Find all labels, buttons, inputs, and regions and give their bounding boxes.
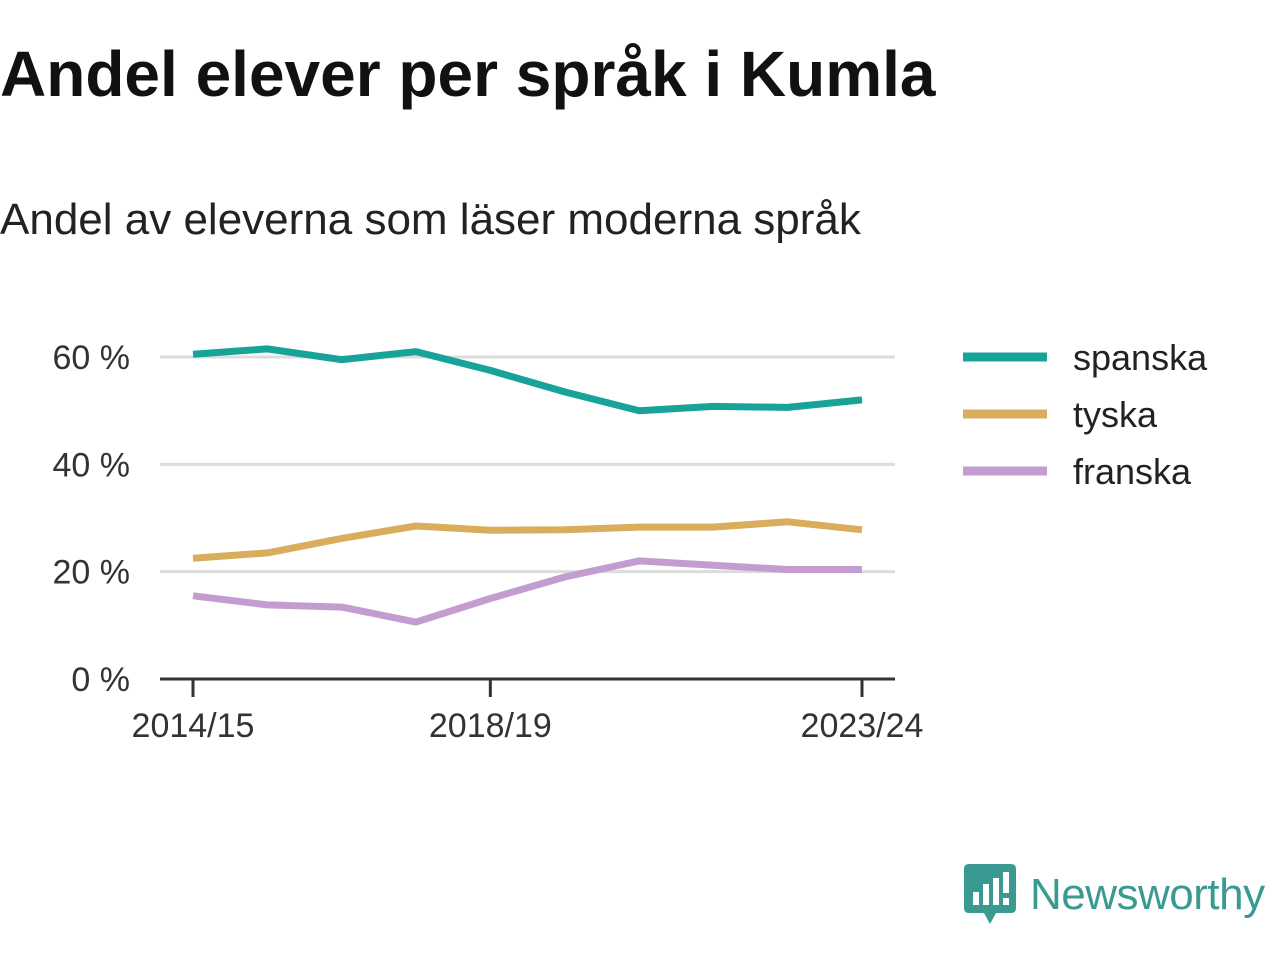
x-tick-label: 2014/15: [132, 707, 255, 745]
chart-subtitle: Andel av eleverna som läser moderna språ…: [0, 195, 861, 244]
y-tick-label: 40 %: [53, 446, 131, 484]
series-lines: [192, 345, 863, 626]
legend: spanska tyska franska: [963, 337, 1208, 492]
y-axis-labels: 0 % 20 % 40 % 60 %: [53, 339, 131, 699]
legend-label: spanska: [1073, 337, 1208, 378]
x-tick-label: 2023/24: [801, 707, 924, 745]
legend-item-franska: franska: [963, 451, 1192, 492]
series-line-tyska: [192, 518, 863, 562]
gridlines: [160, 355, 895, 574]
y-tick-label: 60 %: [53, 339, 131, 377]
series-line-franska: [192, 557, 862, 626]
series-line-spanska: [192, 345, 863, 415]
legend-item-tyska: tyska: [963, 394, 1158, 435]
x-tick-label: 2018/19: [429, 707, 552, 745]
brand: Newsworthy: [964, 864, 1265, 926]
chart-title: Andel elever per språk i Kumla: [0, 38, 936, 110]
newsworthy-logo-icon: [964, 864, 1016, 924]
x-axis-ticks: 2014/15 2018/19 2023/24: [132, 679, 924, 745]
brand-name: Newsworthy: [1030, 870, 1265, 919]
legend-item-spanska: spanska: [963, 337, 1208, 378]
legend-label: franska: [1073, 451, 1192, 492]
y-tick-label: 20 %: [53, 554, 131, 592]
legend-label: tyska: [1073, 394, 1158, 435]
y-tick-label: 0 %: [71, 661, 130, 699]
